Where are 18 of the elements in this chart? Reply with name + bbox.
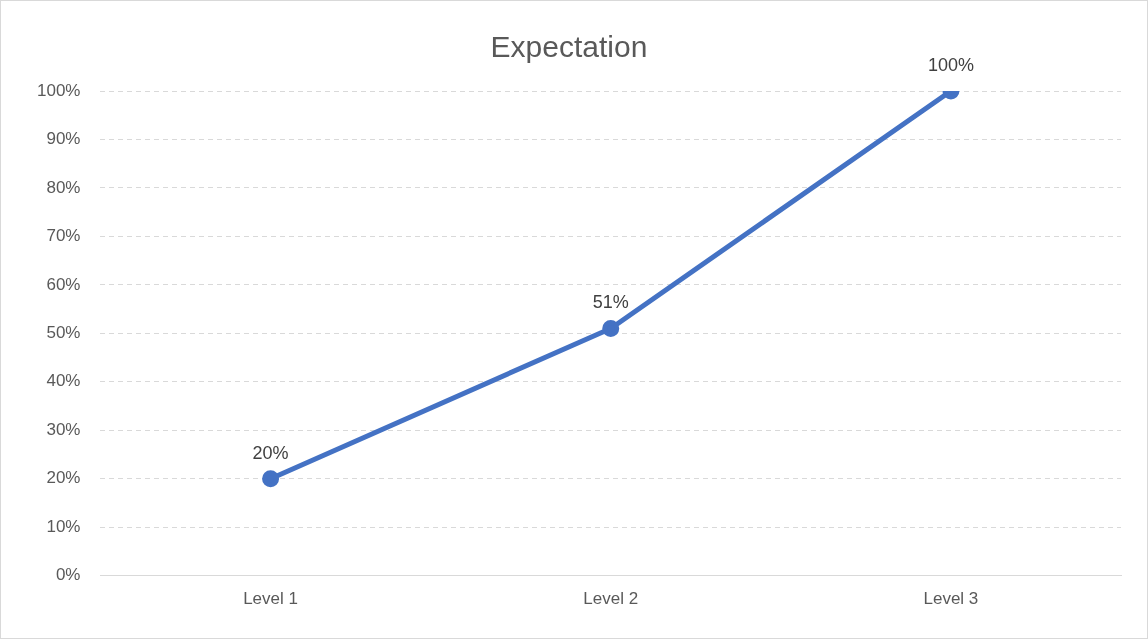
y-tick-label: 60%: [46, 274, 81, 294]
x-tick-label: Level 3: [923, 589, 979, 609]
data-label: 51%: [592, 292, 629, 313]
y-tick-label: 20%: [46, 468, 81, 488]
y-tick-label: 40%: [46, 371, 81, 391]
y-tick-label: 10%: [46, 516, 81, 536]
y-tick-label: 80%: [46, 177, 81, 197]
y-tick-label: 100%: [37, 80, 81, 100]
chart-title: Expectation: [490, 30, 648, 64]
y-tick-label: 50%: [46, 322, 81, 342]
data-label: 100%: [927, 54, 974, 75]
y-tick-label: 90%: [46, 129, 81, 149]
y-tick-label: 0%: [55, 565, 81, 585]
x-tick-label: Level 2: [583, 589, 639, 609]
y-tick-label: 70%: [46, 226, 81, 246]
data-label: 20%: [252, 442, 289, 463]
x-tick-label: Level 1: [243, 589, 298, 609]
y-tick-label: 30%: [46, 419, 81, 439]
